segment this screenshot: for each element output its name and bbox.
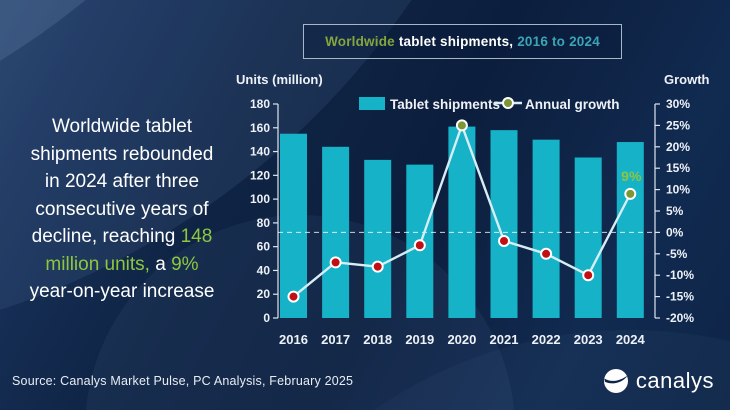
canalys-crescent-icon <box>603 369 628 393</box>
left-axis-tick-label: 0 <box>263 311 270 325</box>
growth-marker-2022 <box>540 247 553 260</box>
summary-text-segment: a <box>149 253 172 275</box>
summary-text-line: year-on-year increase <box>6 278 238 306</box>
left-axis-tick-label: 160 <box>250 121 270 135</box>
summary-text-segment: Worldwide tablet <box>51 116 193 137</box>
bar-2016 <box>280 133 307 318</box>
bar-2020 <box>448 126 476 318</box>
chart-title: Worldwide tablet shipments, 2016 to 2024 <box>325 34 600 49</box>
growth-marker-2024 <box>624 187 637 200</box>
highlight-value: million units, <box>45 253 150 275</box>
title-segment: 2016 to 2024 <box>517 34 600 49</box>
growth-marker-2019 <box>413 239 426 252</box>
chart-area: 180 160 140 120 100 80 60 40 20 0 30% 25% 20% 15% 10% 5… <box>232 68 726 367</box>
summary-text-line: in 2024 after three <box>6 168 238 196</box>
growth-marker-2023 <box>582 269 595 282</box>
left-axis-tick-label: 100 <box>250 192 270 206</box>
title-segment: tablet shipments, <box>398 34 518 49</box>
growth-marker-2016 <box>287 290 300 303</box>
x-axis-label: 2024 <box>616 332 646 347</box>
left-axis-title: Units (million) <box>236 72 323 87</box>
summary-text-line: million units, a 9% <box>6 251 238 279</box>
highlight-value: 148 <box>180 226 213 247</box>
growth-marker-2017 <box>329 256 342 269</box>
right-axis-tick-label: -15% <box>666 290 694 304</box>
x-axis-label: 2016 <box>279 332 308 347</box>
growth-marker-2020 <box>455 119 468 132</box>
summary-text-segment: shipments rebounded <box>30 143 214 165</box>
growth-annotation: 9% <box>621 168 642 184</box>
legend-label-annual-growth: Annual growth <box>525 97 620 112</box>
left-axis-tick-label: 60 <box>257 240 271 254</box>
growth-marker-2018 <box>371 260 384 273</box>
left-axis-tick-label: 120 <box>250 168 270 182</box>
right-axis-tick-label: -5% <box>666 247 688 261</box>
summary-text-line: consecutive years of <box>6 196 238 224</box>
summary-text-line: Worldwide tablet <box>6 113 238 141</box>
right-axis-tick-label: 25% <box>666 118 690 132</box>
legend-label-tablet-shipments: Tablet shipments <box>390 97 500 112</box>
legend-swatch-tablet-shipments <box>359 97 385 110</box>
title-segment: Worldwide <box>325 34 399 49</box>
right-axis-tick-label: 20% <box>666 140 690 154</box>
canalys-logo: canalys <box>603 368 714 394</box>
summary-text-segment: in 2024 after three <box>44 171 200 192</box>
bar-2022 <box>532 139 560 318</box>
bar-2018 <box>364 159 392 318</box>
right-axis-tick-label: -20% <box>666 311 694 325</box>
right-axis-tick-label: 10% <box>666 183 690 197</box>
left-axis-tick-label: 40 <box>257 263 271 277</box>
right-axis-tick-label: 30% <box>666 97 690 111</box>
summary-text-line: shipments rebounded <box>6 141 238 169</box>
right-axis-tick-label: 15% <box>666 161 690 175</box>
bar-2024 <box>616 142 644 318</box>
x-axis-label: 2022 <box>532 332 561 347</box>
right-axis-tick-label: 0% <box>666 225 684 239</box>
chart-title-box: Worldwide tablet shipments, 2016 to 2024 <box>303 24 622 59</box>
bar-2021 <box>490 130 518 318</box>
right-axis-tick-label: -10% <box>666 268 694 282</box>
x-axis-label: 2019 <box>405 332 434 347</box>
summary-text-segment: consecutive years of <box>35 198 209 220</box>
summary-text: Worldwide tablet shipments rebounded in 20… <box>6 113 238 306</box>
left-axis-tick-label: 180 <box>250 97 270 111</box>
shipments-growth-chart: 180 160 140 120 100 80 60 40 20 0 30% 25% 20% 15% 10% 5… <box>236 72 710 347</box>
x-axis-label: 2023 <box>574 332 603 347</box>
left-axis-tick-label: 140 <box>250 145 270 159</box>
legend-marker-annual-growth <box>502 97 514 109</box>
growth-marker-2021 <box>498 234 510 247</box>
x-axis-label: 2017 <box>321 332 350 347</box>
left-axis-tick-label: 20 <box>257 287 271 301</box>
summary-text-segment: decline, reaching <box>31 226 181 247</box>
logo-wordmark: canalys <box>635 368 714 393</box>
summary-text-line: decline, reaching 148 <box>6 223 238 251</box>
x-axis-label: 2018 <box>363 332 392 347</box>
left-axis-tick-label: 80 <box>257 216 271 230</box>
bar-2023 <box>574 157 602 318</box>
summary-text-segment: year-on-year increase <box>29 281 215 302</box>
x-axis-label: 2020 <box>447 332 476 347</box>
highlight-value: 9% <box>171 253 199 275</box>
x-axis-label: 2021 <box>490 332 519 347</box>
right-axis-title: Growth <box>664 72 710 87</box>
right-axis-tick-label: 5% <box>666 204 684 218</box>
source-note: Source: Canalys Market Pulse, PC Analysi… <box>12 374 354 388</box>
